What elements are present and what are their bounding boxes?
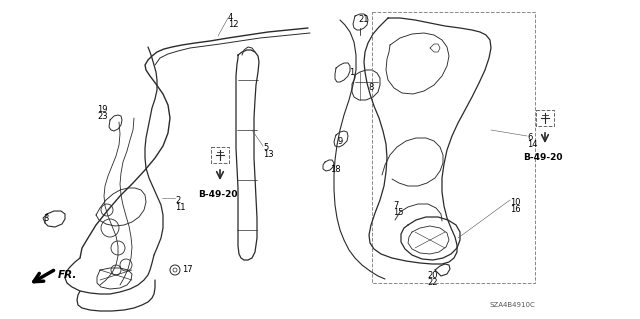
Text: 10: 10 [510,198,520,207]
Text: 14: 14 [527,140,538,149]
Text: B-49-20: B-49-20 [524,153,563,162]
Text: 2: 2 [175,196,180,205]
Text: 13: 13 [263,150,274,159]
Text: 17: 17 [182,265,193,274]
Text: B-49-20: B-49-20 [198,190,237,199]
Text: 3: 3 [43,214,49,223]
Text: 19: 19 [97,105,108,114]
Text: SZA4B4910C: SZA4B4910C [489,302,535,308]
Text: 1: 1 [349,68,355,77]
Text: 16: 16 [510,205,520,214]
Text: 12: 12 [228,20,239,29]
Text: 5: 5 [263,143,268,152]
Text: 23: 23 [97,112,108,121]
Text: 11: 11 [175,203,186,212]
Text: 15: 15 [393,208,403,217]
Text: 8: 8 [368,83,373,92]
Text: 22: 22 [427,278,438,287]
Text: 4: 4 [228,13,233,22]
Text: 6: 6 [527,133,532,142]
Text: 9: 9 [338,137,343,146]
Text: 7: 7 [393,201,398,210]
Text: 18: 18 [330,165,340,174]
Text: 20: 20 [427,271,438,280]
Text: 21: 21 [358,15,369,24]
Text: FR.: FR. [58,270,77,280]
